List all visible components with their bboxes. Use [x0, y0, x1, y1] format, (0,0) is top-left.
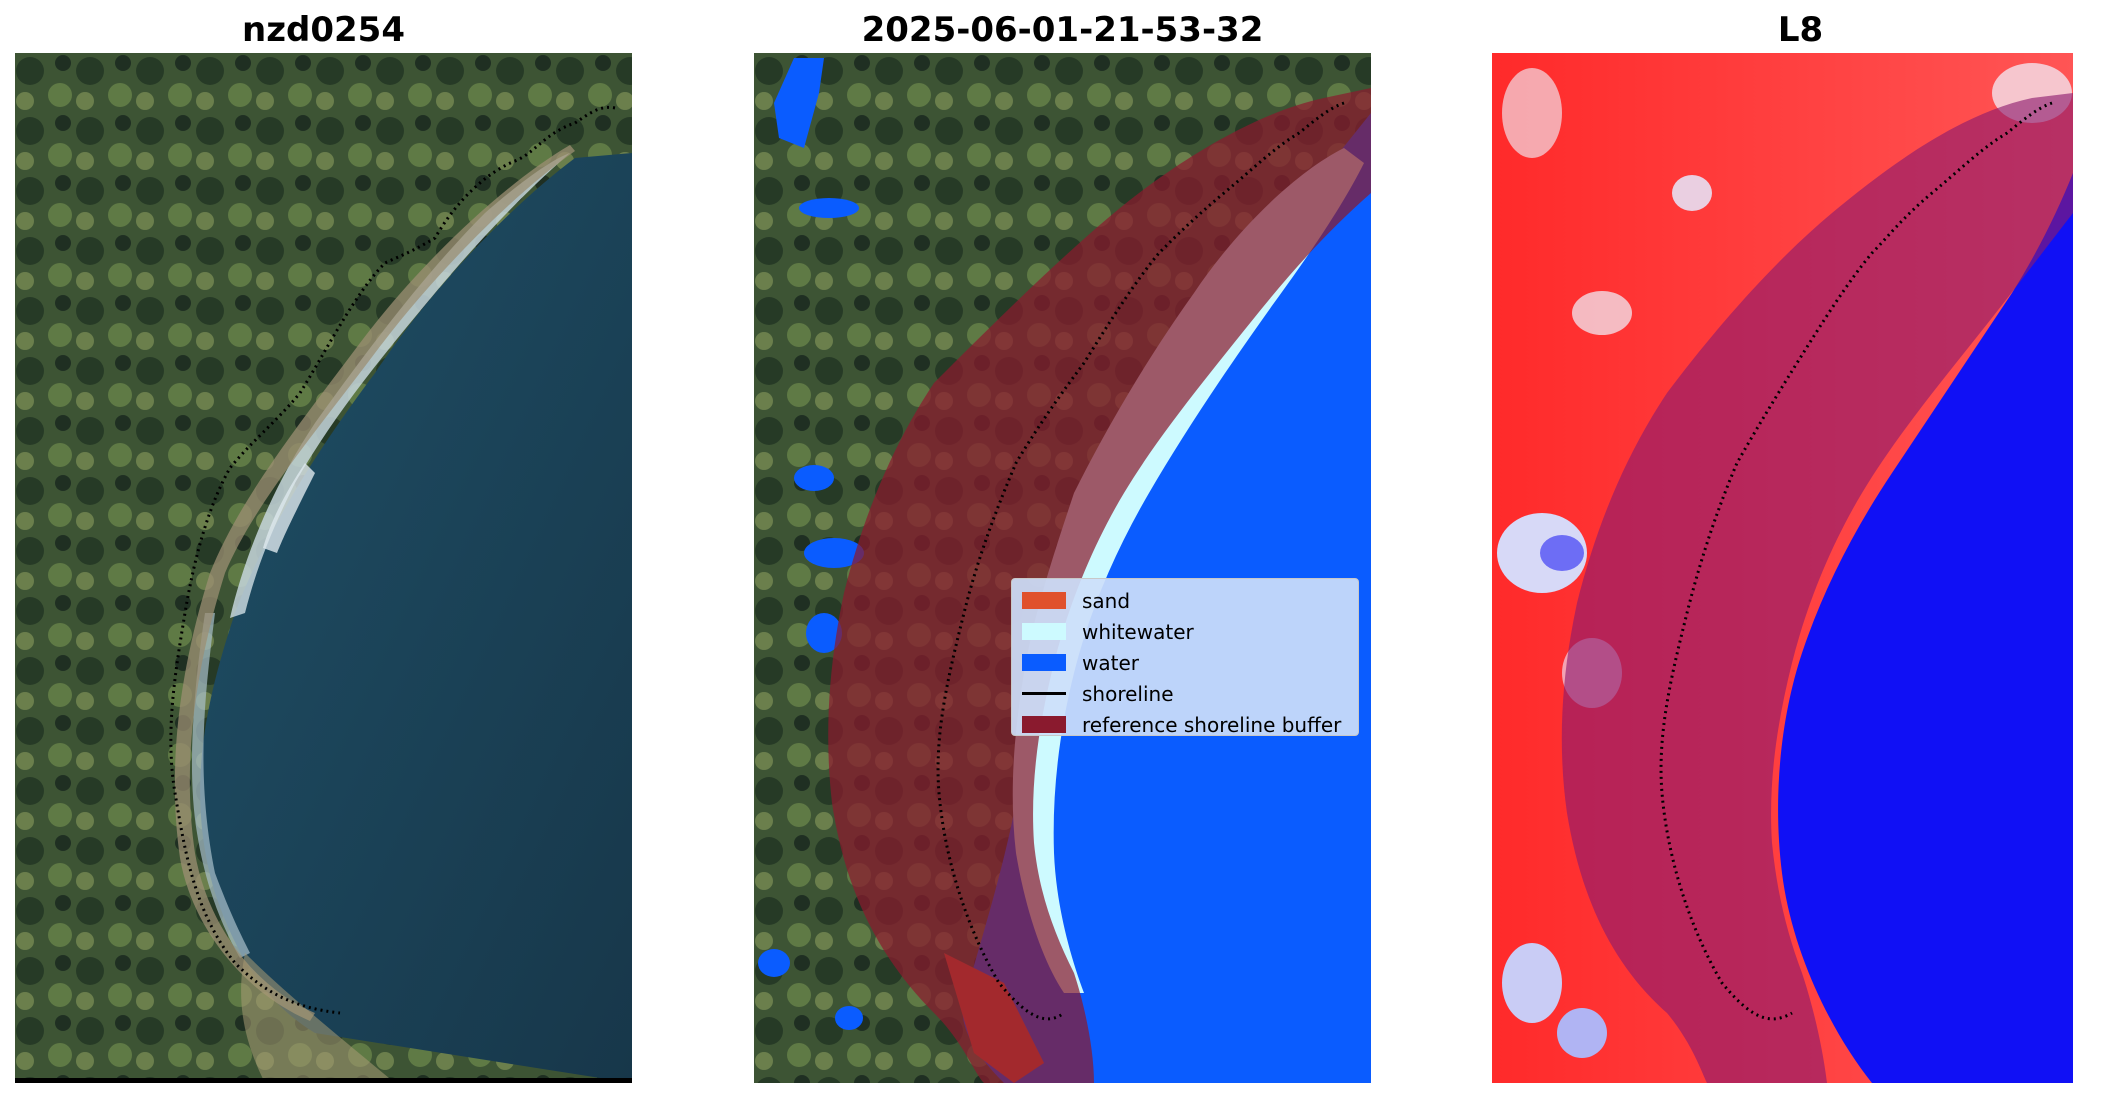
sand-swatch-icon	[1022, 592, 1066, 609]
shoreline-classified	[936, 101, 1345, 1021]
water-swatch-icon	[1022, 654, 1066, 671]
classified-image	[754, 53, 1371, 1083]
buffer-swatch-icon	[1022, 716, 1066, 733]
shoreline-line-icon	[1022, 692, 1066, 695]
rgb-image	[15, 53, 632, 1083]
classified-image-panel	[754, 53, 1371, 1083]
panel-title-rgb: nzd0254	[242, 10, 405, 50]
panel-title-index: L8	[1777, 10, 1824, 50]
legend-item-shoreline: shoreline	[1022, 678, 1348, 709]
whitewater-swatch-icon	[1022, 623, 1066, 640]
legend-item-water: water	[1022, 647, 1348, 678]
legend-item-reference-buffer: reference shoreline buffer	[1022, 709, 1348, 740]
index-image	[1492, 53, 2073, 1083]
reference-buffer-classified	[828, 88, 1371, 1083]
legend: sand whitewater water shoreline referenc…	[1011, 578, 1359, 737]
rgb-image-panel	[15, 53, 632, 1083]
legend-item-sand: sand	[1022, 585, 1348, 616]
legend-label-shoreline: shoreline	[1082, 681, 1174, 706]
index-image-panel	[1492, 53, 2073, 1083]
legend-label-sand: sand	[1082, 588, 1131, 613]
legend-label-reference-buffer: reference shoreline buffer	[1082, 712, 1342, 737]
legend-label-whitewater: whitewater	[1082, 619, 1194, 644]
legend-item-whitewater: whitewater	[1022, 616, 1348, 647]
panel-title-classified: 2025-06-01-21-53-32	[861, 10, 1264, 50]
legend-label-water: water	[1082, 650, 1139, 675]
reference-buffer-index	[1561, 93, 2073, 1083]
